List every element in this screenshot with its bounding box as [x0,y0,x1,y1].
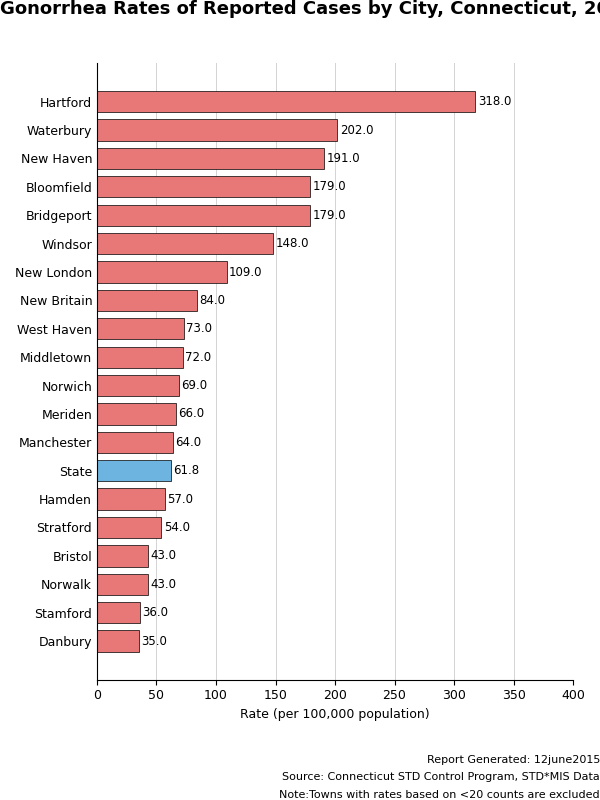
Text: 179.0: 179.0 [313,209,346,222]
Text: 69.0: 69.0 [181,379,208,392]
Text: 191.0: 191.0 [326,152,361,165]
Bar [97,346,182,368]
Bar [97,460,170,482]
Bar [97,546,148,566]
Bar [97,489,165,510]
Text: 54.0: 54.0 [164,521,190,534]
Text: 66.0: 66.0 [178,407,204,421]
Text: Report Generated: 12june2015: Report Generated: 12june2015 [427,755,600,765]
Bar [97,318,184,339]
Bar [97,432,173,453]
Bar [97,403,176,425]
Text: Gonorrhea Rates of Reported Cases by City, Connecticut, 2014: Gonorrhea Rates of Reported Cases by Cit… [0,0,600,18]
Text: Source: Connecticut STD Control Program, STD*MIS Data: Source: Connecticut STD Control Program,… [282,773,600,782]
Text: 64.0: 64.0 [176,436,202,449]
Bar [97,91,475,112]
Bar [97,290,197,311]
Bar [97,630,139,652]
Text: 61.8: 61.8 [173,464,199,478]
X-axis label: Rate (per 100,000 population): Rate (per 100,000 population) [240,708,430,721]
Text: 148.0: 148.0 [275,237,309,250]
Text: 36.0: 36.0 [142,606,168,619]
Text: 43.0: 43.0 [151,550,176,562]
Text: 72.0: 72.0 [185,350,211,364]
Text: 35.0: 35.0 [141,634,167,647]
Bar [97,148,325,169]
Bar [97,233,273,254]
Text: 73.0: 73.0 [186,322,212,335]
Text: 43.0: 43.0 [151,578,176,590]
Bar [97,205,310,226]
Bar [97,574,148,595]
Bar [97,517,161,538]
Bar [97,119,337,141]
Text: 179.0: 179.0 [313,180,346,194]
Text: 57.0: 57.0 [167,493,193,506]
Text: 318.0: 318.0 [478,95,511,108]
Bar [97,602,140,623]
Text: 84.0: 84.0 [199,294,226,307]
Text: 202.0: 202.0 [340,123,373,137]
Bar [97,375,179,396]
Bar [97,176,310,198]
Text: 109.0: 109.0 [229,266,263,278]
Text: Note:Towns with rates based on <20 counts are excluded: Note:Towns with rates based on <20 count… [280,790,600,800]
Bar [97,262,227,282]
